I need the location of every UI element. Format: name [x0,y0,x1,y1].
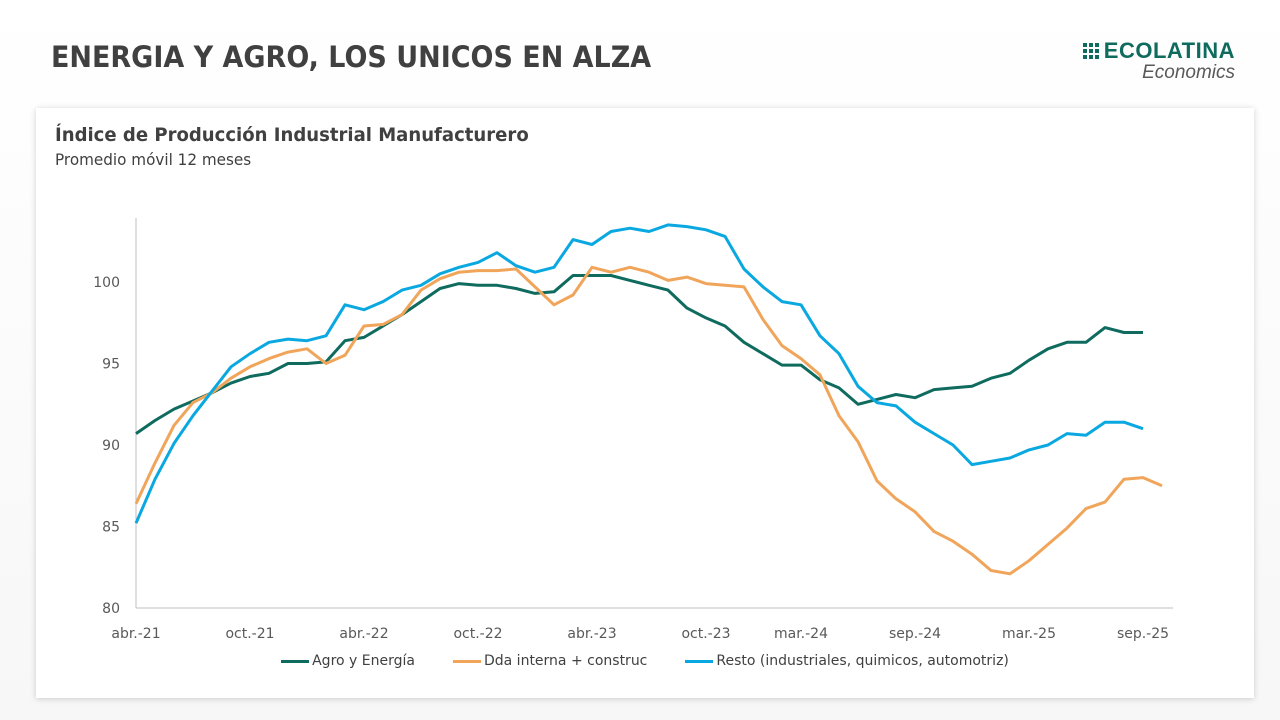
y-tick-label: 85 [102,520,120,536]
x-tick-label: oct.-21 [225,626,274,642]
legend-label: Agro y Energía [312,653,415,669]
x-tick-label: oct.-22 [453,626,502,642]
series-line-1 [135,274,1143,435]
x-tick-label: sep.-25 [1117,626,1169,642]
series-line-3 [134,223,1144,524]
legend-label: Resto (industriales, quimicos, automotri… [716,653,1009,669]
legend-swatch [452,659,481,663]
legend-item: Agro y Energía [281,653,415,669]
y-tick-label: 80 [102,601,120,617]
x-tick-label: oct.-23 [681,626,730,642]
x-tick-label: mar.-25 [1002,626,1056,642]
logo-subtitle: Economics [1142,62,1235,83]
y-tick-label: 100 [93,275,120,291]
legend-label: Dda interna + construc [483,653,648,669]
series-line-2 [134,265,1163,576]
line-chart: 80 85 90 95 100 abr.-21 oct.-21 abr.-22 oct.-22 a… [93,218,1173,642]
chart-legend: Agro y Energía Dda interna + construc Rest… [36,653,1254,669]
legend-swatch [281,659,310,663]
legend-swatch [685,659,714,663]
x-tick-label: mar.-24 [774,626,828,642]
logo-wordmark: ECOLATINA [1103,38,1235,63]
page-headline: ENERGIA Y AGRO, LOS UNICOS EN ALZA [51,40,652,74]
legend-item: Dda interna + construc [452,653,648,669]
chart-series [134,223,1163,576]
x-tick-label: abr.-21 [111,626,160,642]
chart-axes: 80 85 90 95 100 abr.-21 oct.-21 abr.-22 oct.-22 a… [93,218,1173,642]
y-tick-label: 95 [102,357,120,373]
chart-subtitle: Promedio móvil 12 meses [55,150,252,169]
chart-card: Índice de Producción Industrial Manufact… [36,108,1254,698]
y-tick-label: 90 [102,438,120,454]
chart-title: Índice de Producción Industrial Manufact… [55,124,529,146]
logo-dots-icon [1082,43,1099,59]
logo-main: ECOLATINA [1082,38,1235,64]
x-tick-label: abr.-22 [339,626,388,642]
legend-item: Resto (industriales, quimicos, automotri… [685,653,1009,669]
x-tick-label: sep.-24 [889,626,941,642]
ecolatina-logo: ECOLATINA Economics [1082,38,1235,84]
x-tick-label: abr.-23 [567,626,616,642]
